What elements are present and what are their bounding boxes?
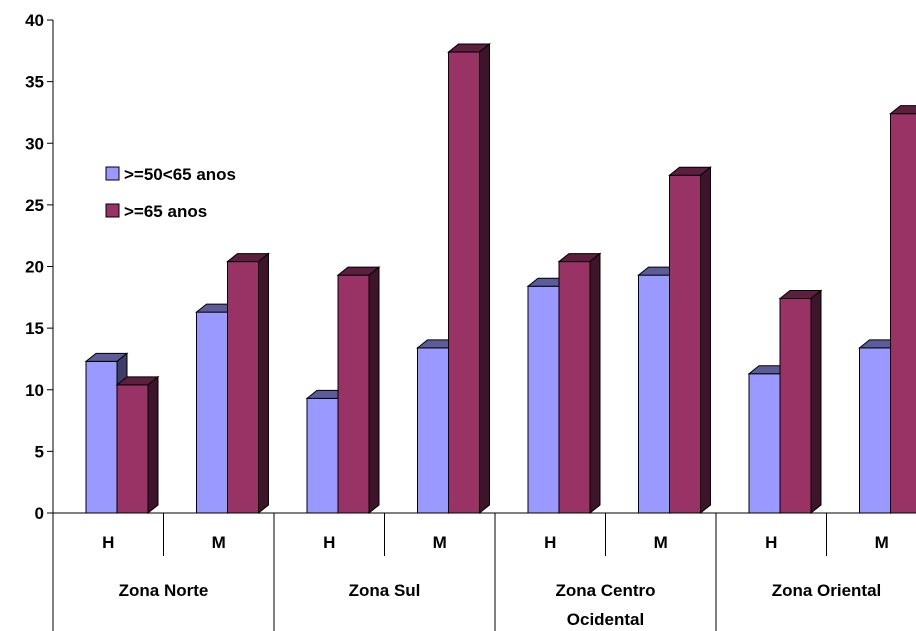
group-label: Zona Norte <box>119 581 209 600</box>
legend-label-1: >=50<65 anos <box>124 165 236 184</box>
bar-side <box>810 289 822 515</box>
y-tick-label: 30 <box>25 134 44 153</box>
bar-65plus-8 <box>889 105 916 514</box>
legend-swatch-2 <box>105 203 120 218</box>
x-tick-label-h: H <box>102 533 114 552</box>
bar-front <box>638 274 670 514</box>
bar-65plus-5 <box>557 252 602 515</box>
bar-front <box>748 373 781 514</box>
y-tick-label: 5 <box>35 442 44 461</box>
bar-front <box>306 397 339 514</box>
y-tick-label: 20 <box>25 258 44 277</box>
bar-front <box>85 360 118 514</box>
x-tick-label-h: H <box>323 533 335 552</box>
x-tick-label-m: M <box>433 533 447 552</box>
bar-65plus-4 <box>447 43 491 515</box>
bar-top <box>889 105 916 115</box>
y-tick-label: 10 <box>25 381 44 400</box>
group-label: Zona Oriental <box>772 581 882 600</box>
bar-front <box>196 311 228 514</box>
bars-layer <box>84 43 916 515</box>
x-tick-label-h: H <box>544 533 556 552</box>
bar-side <box>368 266 380 515</box>
bar-65plus-6 <box>668 166 712 515</box>
bar-front <box>116 384 149 514</box>
y-tick-label: 35 <box>25 73 44 92</box>
bar-front <box>859 347 891 514</box>
bar-front <box>527 285 560 514</box>
bar-side <box>700 166 711 515</box>
x-tick-label-h: H <box>765 533 777 552</box>
bar-65plus-2 <box>226 252 270 515</box>
legend: >=50<65 anos >=65 anos <box>105 165 236 221</box>
bar-front <box>669 174 701 514</box>
bar-front <box>558 261 591 514</box>
bar-front <box>227 261 259 514</box>
bar-side <box>479 43 490 515</box>
y-tick-label: 40 <box>25 11 44 30</box>
bar-65plus-1 <box>115 375 160 515</box>
x-tick-label-m: M <box>212 533 226 552</box>
group-label: Zona Centro <box>555 581 655 600</box>
y-tick-label: 15 <box>25 319 44 338</box>
legend-swatch-1 <box>105 166 120 181</box>
group-label: Ocidental <box>567 610 644 629</box>
y-tick-label: 25 <box>25 196 44 215</box>
bar-side <box>258 252 269 515</box>
bar-front <box>337 274 370 514</box>
y-tick-label: 0 <box>35 504 44 523</box>
legend-label-2: >=65 anos <box>124 202 207 221</box>
bar-side <box>589 252 601 515</box>
bar-65plus-3 <box>336 266 381 515</box>
bar-side <box>147 375 159 515</box>
group-label: Zona Sul <box>349 581 421 600</box>
x-tick-label-m: M <box>875 533 889 552</box>
axes-layer: 0 5 10 15 20 25 30 35 40 H M H M H M H M Zona Norte Zona S… <box>25 11 916 631</box>
bar-front <box>448 51 480 514</box>
bar-65plus-7 <box>778 289 823 515</box>
bar-front <box>417 347 449 514</box>
x-tick-label-m: M <box>654 533 668 552</box>
bar-front <box>779 298 812 514</box>
bar-front <box>890 113 916 514</box>
